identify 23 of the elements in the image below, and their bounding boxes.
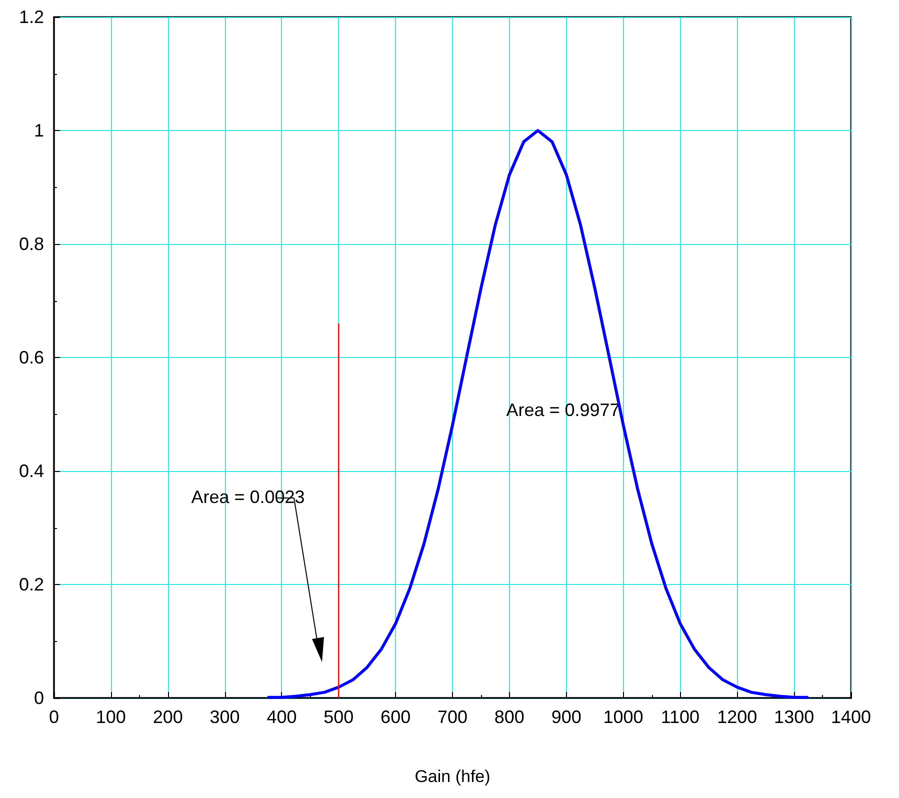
x-tick-label: 900 [551, 707, 582, 727]
x-tick-label: 200 [152, 707, 183, 727]
y-tick-label: 0.4 [18, 461, 44, 481]
x-tick-label: 300 [210, 707, 240, 727]
x-tick-label: 600 [380, 707, 411, 727]
x-tick-label: 500 [324, 707, 354, 727]
y-tick-label: 1.2 [18, 7, 44, 27]
x-tick-label: 400 [266, 707, 297, 727]
x-tick-label: 1000 [603, 707, 644, 727]
x-tick-label: 800 [494, 707, 524, 727]
y-tick-label: 1 [34, 120, 44, 140]
y-tick-label: 0.8 [18, 234, 44, 254]
y-tick-label: 0.2 [18, 574, 44, 594]
x-axis-title: Gain (hfe) [414, 767, 490, 786]
x-tick-label: 0 [48, 707, 60, 727]
y-tick-label: 0.6 [18, 348, 44, 368]
x-tick-label: 1300 [774, 707, 814, 727]
x-tick-label: 100 [96, 707, 126, 727]
y-tick-label: 0 [34, 688, 44, 708]
x-tick-label: 1200 [717, 707, 758, 727]
x-tick-label: 700 [437, 707, 468, 727]
x-tick-label: 1400 [830, 707, 872, 727]
x-tick-label: 1100 [660, 707, 700, 727]
